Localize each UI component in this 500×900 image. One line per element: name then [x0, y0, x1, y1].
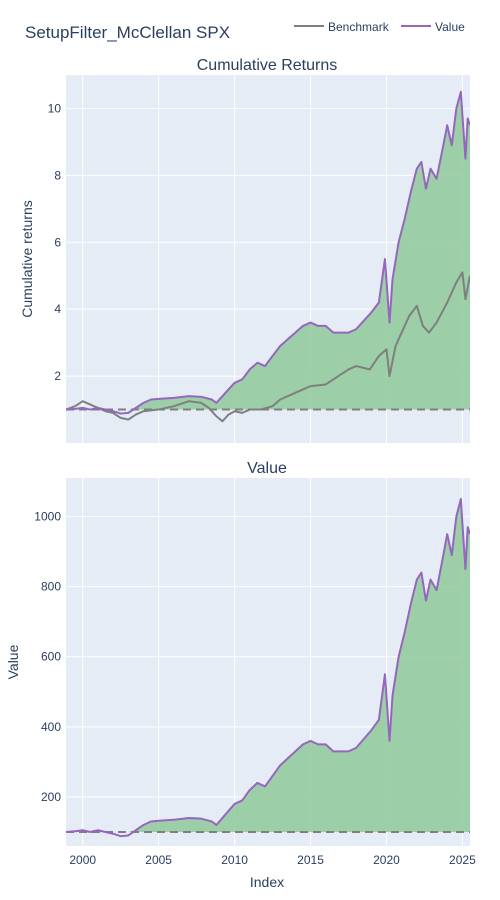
x-tick-label: 2015	[297, 853, 324, 867]
legend-label-benchmark: Benchmark	[328, 20, 390, 34]
y-tick-label: 400	[41, 720, 61, 734]
value-area-fill	[66, 91, 470, 410]
y-tick-label: 8	[54, 168, 61, 182]
y-tick-label: 600	[41, 650, 61, 664]
panel-value: 200 400 600 800 1000 2000 2005 2010 2015 2020 2025	[34, 478, 476, 867]
subplot-title-cumulative-returns: Cumulative Returns	[197, 57, 338, 74]
x-tick-label: 2010	[221, 853, 248, 867]
series-line-value	[66, 90, 470, 415]
figure-title: SetupFilter_McClellan SPX	[25, 23, 230, 42]
y-tick-label: 1000	[34, 510, 61, 524]
x-tick-label: 2020	[373, 853, 400, 867]
y-tick-label: 4	[54, 302, 61, 316]
legend-label-value: Value	[435, 20, 465, 34]
x-tick-label: 2005	[145, 853, 172, 867]
panel-cumulative-returns: 2 4 6 8 10	[48, 75, 470, 443]
subplot-title-value: Value	[247, 460, 287, 477]
legend-item-value[interactable]: Value	[401, 20, 465, 34]
x-tick-label: 2000	[69, 853, 96, 867]
y-tick-label: 800	[41, 580, 61, 594]
y-tick-label: 2	[54, 369, 61, 383]
x-axis-title: Index	[250, 874, 284, 890]
y-axis-title-value: Value	[5, 644, 21, 679]
y-axis-title-cumulative-returns: Cumulative returns	[19, 200, 35, 318]
series-line-value	[66, 498, 470, 838]
y-tick-label: 6	[54, 235, 61, 249]
value-area-fill	[66, 499, 470, 832]
legend: Benchmark Value	[294, 20, 465, 34]
y-tick-label: 10	[48, 101, 62, 115]
legend-item-benchmark[interactable]: Benchmark	[294, 20, 390, 34]
x-tick-label: 2025	[449, 853, 476, 867]
y-tick-label: 200	[41, 790, 61, 804]
